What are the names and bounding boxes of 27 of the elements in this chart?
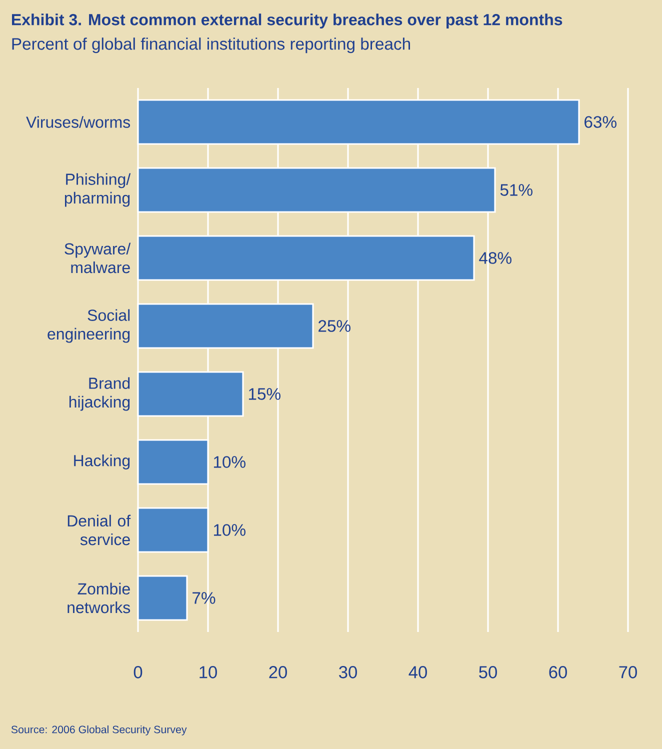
data-label: 48%: [479, 252, 512, 264]
y-tick-label: Brand hijacking: [69, 377, 130, 411]
data-label: 7%: [192, 592, 216, 604]
x-tick-label: 0: [134, 666, 142, 678]
data-label: 15%: [248, 388, 280, 400]
data-label: 25%: [318, 320, 350, 332]
x-tick-label: 10: [200, 666, 217, 678]
data-label: 10%: [214, 456, 246, 468]
y-tick-label: Hacking: [74, 454, 130, 470]
chart-title: Exhibit 3. Most common external security breaches over past 12 months: [12, 14, 562, 29]
data-label: 10%: [214, 524, 246, 536]
data-label: 63%: [584, 116, 616, 128]
x-tick-label: 70: [619, 666, 637, 678]
x-tick-label: 30: [339, 666, 357, 678]
source-note: Source: 2006 Global Security Survey: [11, 725, 187, 736]
y-tick-label: Spyware/ malware: [64, 242, 131, 274]
y-tick-label: Denial of service: [68, 514, 131, 546]
y-tick-label: Social engineering: [48, 309, 130, 343]
y-tick-label: Viruses/worms: [26, 116, 130, 128]
y-tick-label: Zombie networks: [68, 582, 130, 614]
chart-subtitle: Percent of global financial institutions reporting breach: [12, 38, 410, 54]
y-tick-label: Phishing/ pharming: [64, 173, 131, 207]
data-label: 51%: [500, 184, 532, 196]
x-tick-label: 60: [549, 666, 567, 678]
x-tick-label: 50: [479, 666, 497, 678]
x-tick-label: 20: [269, 666, 287, 678]
x-tick-label: 40: [408, 666, 427, 678]
